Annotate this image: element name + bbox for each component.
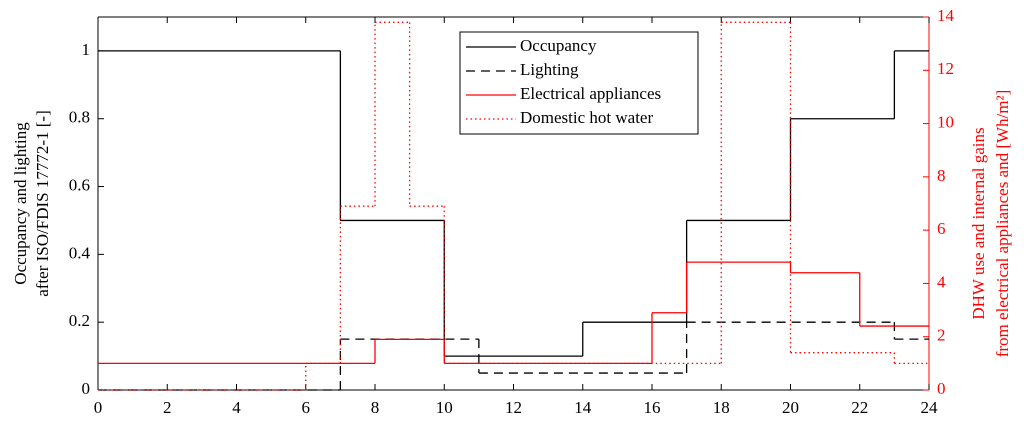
x-tick-label: 10	[436, 398, 453, 417]
y-tick-label: 0.8	[69, 108, 90, 127]
legend-label: Electrical appliances	[520, 84, 661, 103]
x-tick-label: 24	[921, 398, 939, 417]
y2-tick-label: 0	[937, 379, 946, 398]
y-axis-label: Occupancy and lighting	[11, 122, 30, 285]
x-tick-label: 6	[302, 398, 311, 417]
x-tick-label: 16	[644, 398, 661, 417]
y-tick-label: 0.2	[69, 311, 90, 330]
y-tick-label: 1	[82, 40, 91, 59]
y2-tick-label: 12	[937, 59, 954, 78]
y-tick-label: 0	[82, 379, 91, 398]
legend-label: Domestic hot water	[520, 108, 653, 127]
x-tick-label: 0	[94, 398, 103, 417]
y-tick-label: 0.4	[69, 243, 91, 262]
x-tick-label: 14	[574, 398, 592, 417]
y2-tick-label: 14	[937, 6, 955, 25]
y2-tick-label: 10	[937, 112, 954, 131]
y2-tick-label: 8	[937, 166, 946, 185]
y2-axis-label: DHW use and internal gains	[969, 127, 988, 319]
x-tick-label: 12	[505, 398, 522, 417]
x-tick-label: 22	[851, 398, 868, 417]
x-tick-label: 4	[232, 398, 241, 417]
legend-label: Occupancy	[520, 36, 597, 55]
x-tick-label: 18	[713, 398, 730, 417]
y2-tick-label: 4	[937, 272, 946, 291]
y2-tick-label: 6	[937, 219, 946, 238]
y-axis-label: after ISO/FDIS 17772-1 [-]	[33, 110, 52, 297]
legend-box	[459, 31, 699, 135]
x-tick-label: 20	[782, 398, 799, 417]
y2-axis-label: from electrical appliances and [Wh/m²]	[993, 90, 1012, 358]
y-tick-label: 0.6	[69, 175, 90, 194]
legend-label: Lighting	[520, 60, 579, 79]
x-tick-label: 8	[371, 398, 380, 417]
x-tick-label: 2	[163, 398, 172, 417]
y2-tick-label: 2	[937, 326, 946, 345]
